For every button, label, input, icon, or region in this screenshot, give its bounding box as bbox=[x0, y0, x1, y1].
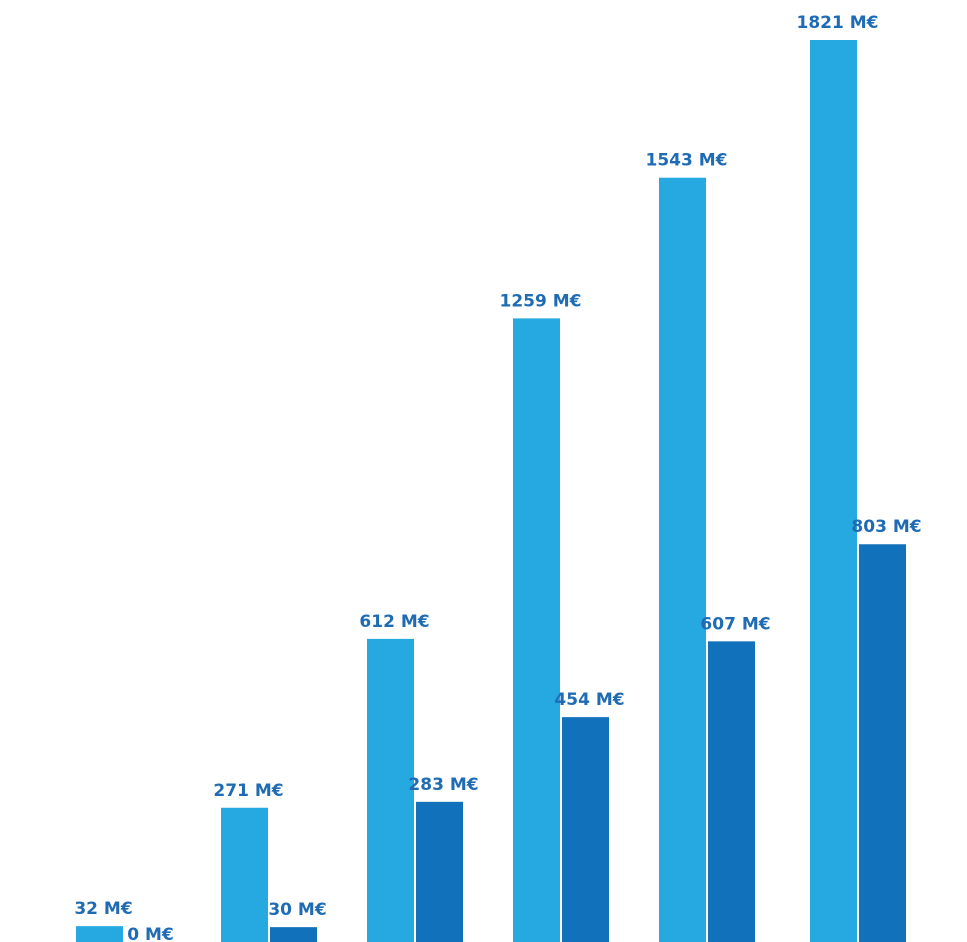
bar-series2-2 bbox=[270, 927, 317, 942]
value-label-series1-1: 32 M€ bbox=[74, 899, 132, 919]
bar-series2-4 bbox=[562, 717, 609, 942]
bar-series1-5 bbox=[659, 177, 706, 942]
value-label-series2-1: 0 M€ bbox=[127, 925, 174, 942]
bar-series1-4 bbox=[513, 318, 560, 942]
bar-series2-5 bbox=[708, 641, 755, 942]
value-label-series1-6: 1821 M€ bbox=[797, 13, 879, 33]
bar-series2-6 bbox=[859, 544, 906, 942]
value-label-series1-3: 612 M€ bbox=[359, 612, 429, 632]
value-label-series2-2: 30 M€ bbox=[268, 900, 326, 920]
value-label-series1-4: 1259 M€ bbox=[500, 291, 582, 311]
bar-series1-1 bbox=[76, 926, 123, 942]
value-label-series2-3: 283 M€ bbox=[408, 775, 478, 795]
value-label-series1-5: 1543 M€ bbox=[646, 151, 728, 171]
bar-series1-2 bbox=[221, 807, 268, 942]
value-label-series2-6: 803 M€ bbox=[851, 517, 921, 537]
bar-series1-6 bbox=[810, 40, 857, 942]
value-label-series2-4: 454 M€ bbox=[554, 690, 624, 710]
bar-series2-3 bbox=[416, 801, 463, 942]
bar-series1-3 bbox=[367, 638, 414, 942]
value-label-series1-2: 271 M€ bbox=[213, 781, 283, 801]
value-label-series2-5: 607 M€ bbox=[700, 614, 770, 634]
